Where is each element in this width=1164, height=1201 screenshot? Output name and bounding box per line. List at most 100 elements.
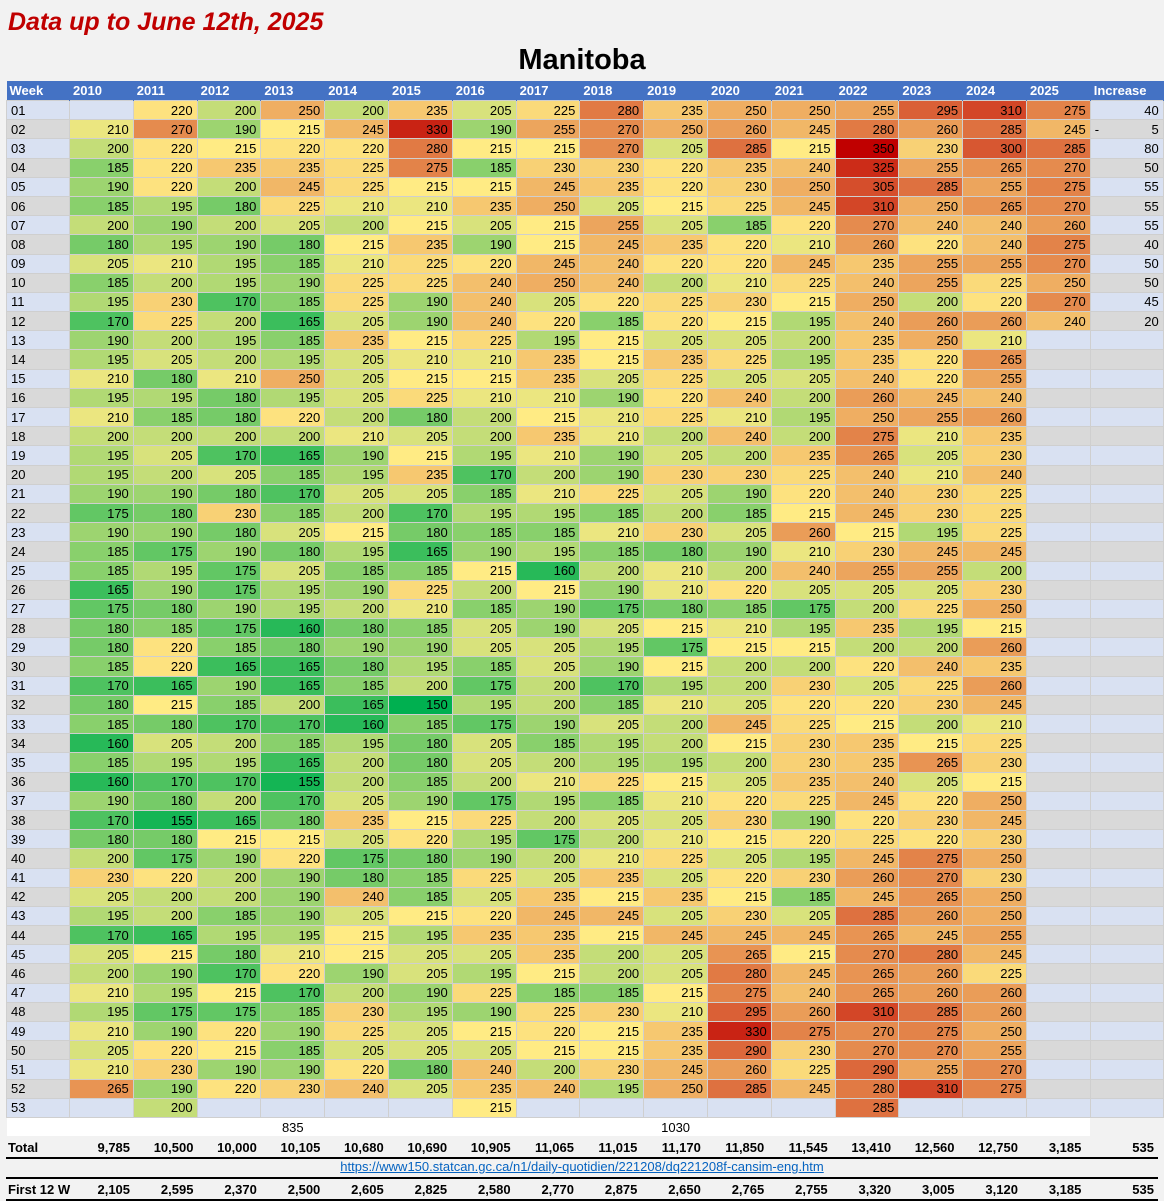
value-cell[interactable]: 205 [834,675,900,696]
value-cell[interactable]: 200 [706,656,772,677]
column-header[interactable]: 2016 [452,81,517,101]
value-cell[interactable]: 210 [69,982,134,1003]
value-cell[interactable]: 235 [451,1078,517,1099]
value-cell[interactable]: 240 [898,215,964,236]
value-cell[interactable]: 195 [132,560,198,581]
increase-cell[interactable] [1089,541,1164,562]
value-cell[interactable]: 205 [706,330,772,351]
value-cell[interactable]: 200 [324,771,389,792]
week-cell[interactable]: 51 [6,1059,70,1080]
value-cell[interactable]: 205 [451,215,517,236]
value-cell[interactable]: 260 [770,522,836,543]
value-cell[interactable]: 190 [324,637,389,658]
value-cell[interactable]: 220 [260,848,326,869]
value-cell[interactable]: 195 [69,349,134,370]
value-cell[interactable]: 190 [451,119,517,140]
value-cell[interactable]: 200 [132,905,198,927]
value-cell[interactable]: 200 [132,464,198,485]
value-cell[interactable]: 180 [260,809,326,831]
value-cell[interactable]: 235 [706,157,772,178]
value-cell[interactable]: 250 [962,790,1027,811]
value-cell[interactable]: 280 [898,944,964,965]
value-cell[interactable]: 190 [132,1078,198,1099]
value-cell[interactable]: 225 [451,867,517,888]
value-cell[interactable]: 240 [962,234,1027,255]
value-cell[interactable]: 225 [770,464,836,485]
value-cell[interactable]: 200 [770,426,836,447]
value-cell[interactable]: 195 [770,848,836,869]
value-cell[interactable]: 205 [579,368,645,389]
value-cell[interactable] [1025,579,1091,600]
value-cell[interactable]: 215 [770,944,836,965]
value-cell[interactable]: 195 [579,752,645,773]
column-header[interactable]: 2010 [69,81,134,101]
value-cell[interactable]: 195 [515,541,581,562]
week-cell[interactable]: 20 [6,464,70,485]
value-cell[interactable]: 205 [387,483,453,504]
value-cell[interactable]: 220 [132,637,198,658]
increase-cell[interactable] [1089,771,1164,792]
value-cell[interactable]: 185 [579,982,645,1003]
value-cell[interactable]: 200 [324,215,389,236]
value-cell[interactable]: 190 [579,656,645,677]
week-cell[interactable]: 08 [6,234,70,255]
value-cell[interactable]: 245 [643,925,708,946]
value-cell[interactable]: 195 [515,790,581,811]
value-cell[interactable] [1025,848,1091,869]
value-cell[interactable]: 165 [260,445,326,466]
value-cell[interactable]: 220 [898,234,964,255]
value-cell[interactable] [69,1097,134,1118]
value-cell[interactable]: 245 [834,886,900,907]
value-cell[interactable]: 210 [515,483,581,504]
value-cell[interactable]: 215 [962,618,1027,639]
value-cell[interactable] [1025,713,1091,735]
week-cell[interactable]: 18 [6,426,70,447]
value-cell[interactable]: 205 [387,426,453,447]
value-cell[interactable]: 205 [579,195,645,217]
increase-cell[interactable]: 80 [1089,138,1164,159]
value-cell[interactable]: 260 [706,1059,772,1080]
value-cell[interactable]: 215 [515,406,581,428]
value-cell[interactable]: 185 [260,733,326,754]
value-cell[interactable]: 200 [515,848,581,869]
value-cell[interactable]: 240 [324,886,389,907]
value-cell[interactable]: 220 [196,1020,262,1042]
value-cell[interactable]: 195 [132,982,198,1003]
value-cell[interactable]: 200 [451,771,517,792]
value-cell[interactable]: 195 [196,752,262,773]
value-cell[interactable]: 220 [898,368,964,389]
value-cell[interactable]: 260 [962,637,1027,658]
value-cell[interactable]: 285 [1025,138,1091,159]
increase-cell[interactable] [1089,598,1164,620]
value-cell[interactable]: 280 [706,963,772,984]
value-cell[interactable]: 260 [962,675,1027,696]
value-cell[interactable]: 180 [643,598,708,620]
value-cell[interactable]: 250 [770,176,836,197]
value-cell[interactable]: 285 [898,1001,964,1023]
value-cell[interactable]: 245 [1025,119,1091,140]
value-cell[interactable]: 220 [706,579,772,600]
value-cell[interactable]: 185 [69,272,134,293]
value-cell[interactable]: 220 [898,829,964,850]
value-cell[interactable]: 240 [962,464,1027,485]
increase-cell[interactable] [1089,368,1164,389]
value-cell[interactable]: 195 [898,618,964,639]
value-cell[interactable]: 170 [196,291,262,313]
value-cell[interactable]: 170 [196,445,262,466]
value-cell[interactable]: 260 [962,406,1027,428]
value-cell[interactable]: 225 [260,195,326,217]
value-cell[interactable]: 190 [132,483,198,504]
value-cell[interactable]: 260 [962,311,1027,332]
value-cell[interactable]: 285 [962,119,1027,140]
value-cell[interactable] [515,1097,581,1118]
value-cell[interactable]: 220 [643,157,708,178]
value-cell[interactable]: 190 [260,1059,326,1080]
value-cell[interactable]: 230 [579,157,645,178]
value-cell[interactable]: 225 [324,1020,389,1042]
value-cell[interactable]: 210 [387,195,453,217]
value-cell[interactable]: 220 [196,1078,262,1099]
value-cell[interactable]: 180 [69,234,134,255]
value-cell[interactable]: 185 [579,694,645,716]
value-cell[interactable]: 275 [834,426,900,447]
value-cell[interactable]: 245 [515,253,581,274]
